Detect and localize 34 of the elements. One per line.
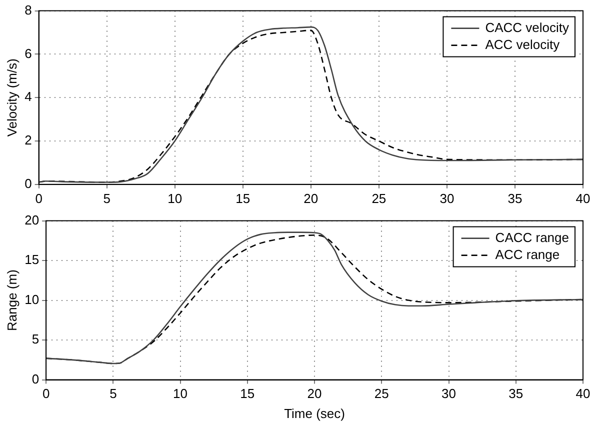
- legend-label: CACC velocity: [485, 20, 570, 35]
- x-tick-label: 40: [576, 190, 590, 206]
- x-tick-label: 25: [372, 190, 386, 206]
- y-tick-label: 2: [24, 132, 32, 148]
- x-tick-label: 35: [508, 386, 524, 402]
- y-axis-title: Velocity (m/s): [4, 58, 20, 137]
- x-tick-label: 0: [42, 386, 50, 402]
- x-tick-label: 40: [576, 386, 590, 402]
- y-tick-label: 15: [24, 252, 40, 268]
- y-tick-label: 6: [24, 46, 32, 61]
- x-tick-label: 30: [440, 190, 454, 206]
- y-tick-label: 20: [24, 212, 40, 228]
- x-tick-label: 20: [304, 190, 318, 206]
- x-tick-label: 5: [110, 386, 117, 402]
- x-tick-label: 15: [240, 386, 255, 402]
- x-tick-label: 35: [508, 190, 522, 206]
- x-tick-label: 25: [374, 386, 389, 402]
- x-tick-label: 10: [168, 190, 182, 206]
- legend-label: ACC velocity: [485, 36, 560, 52]
- y-tick-label: 10: [24, 292, 40, 307]
- x-tick-label: 5: [103, 190, 110, 206]
- y-axis-title: Range (m): [4, 270, 20, 332]
- x-tick-label: 15: [236, 190, 250, 206]
- y-tick-label: 0: [24, 176, 32, 191]
- x-axis-title: Time (sec): [284, 406, 345, 421]
- x-tick-label: 10: [173, 386, 188, 402]
- x-tick-label: 30: [442, 386, 456, 402]
- y-tick-label: 0: [32, 371, 40, 386]
- y-tick-label: 8: [24, 2, 32, 18]
- legend-label: ACC range: [495, 246, 560, 262]
- legend-label: CACC range: [495, 230, 570, 245]
- y-tick-label: 4: [24, 89, 32, 104]
- y-tick-label: 5: [32, 332, 40, 347]
- x-tick-label: 20: [307, 386, 322, 402]
